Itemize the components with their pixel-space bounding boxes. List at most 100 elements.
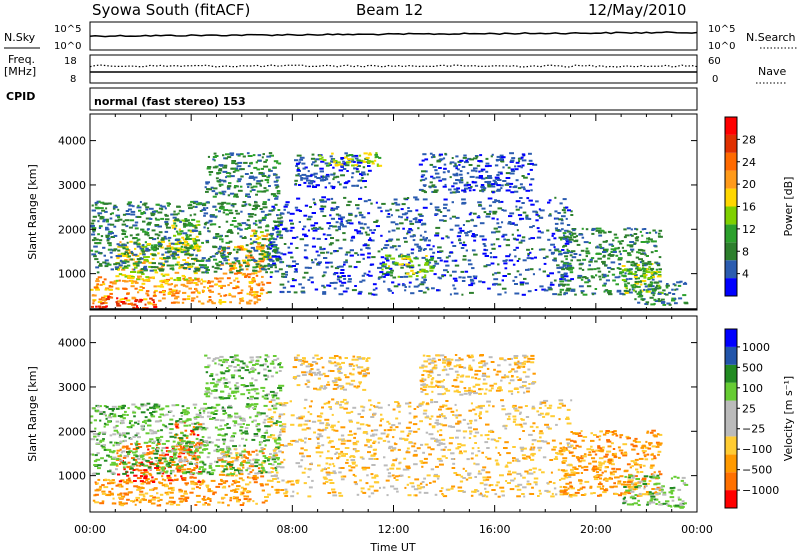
- range-cell: [252, 258, 256, 261]
- range-cell: [419, 215, 424, 217]
- range-cell: [160, 240, 165, 243]
- range-cell: [359, 173, 363, 176]
- range-cell: [249, 490, 252, 493]
- range-cell: [237, 423, 242, 426]
- range-cell: [166, 255, 171, 258]
- range-cell: [165, 493, 170, 496]
- range-cell: [248, 481, 252, 484]
- range-cell: [286, 211, 290, 214]
- range-cell: [266, 233, 271, 236]
- range-cell: [320, 227, 324, 230]
- range-cell: [367, 165, 371, 167]
- range-cell: [207, 488, 211, 491]
- range-cell: [227, 194, 231, 197]
- range-cell: [249, 291, 254, 294]
- range-cell: [454, 163, 457, 166]
- range-cell: [115, 443, 120, 446]
- range-cell: [410, 292, 415, 295]
- range-cell: [162, 274, 166, 277]
- range-cell: [387, 288, 391, 291]
- range-cell: [212, 378, 215, 381]
- range-cell: [496, 179, 502, 181]
- range-cell: [159, 285, 165, 288]
- range-cell: [185, 442, 188, 445]
- range-cell: [249, 382, 253, 385]
- range-cell: [525, 214, 529, 217]
- range-cell: [228, 452, 232, 455]
- range-cell: [532, 225, 535, 227]
- range-cell: [530, 257, 534, 260]
- range-cell: [220, 390, 225, 393]
- range-cell: [169, 491, 174, 494]
- range-cell: [116, 407, 120, 410]
- range-cell: [172, 440, 176, 443]
- range-cell: [469, 291, 474, 294]
- range-cell: [496, 283, 502, 286]
- range-cell: [648, 283, 653, 286]
- range-cell: [239, 493, 244, 496]
- range-cell: [250, 213, 255, 216]
- range-cell: [423, 191, 427, 194]
- range-cell: [255, 182, 261, 185]
- range-cell: [493, 282, 498, 285]
- range-cell: [275, 247, 280, 250]
- range-cell: [559, 278, 563, 281]
- range-cell: [243, 487, 247, 490]
- range-cell: [222, 409, 226, 412]
- range-cell: [233, 366, 237, 368]
- range-cell: [201, 257, 206, 260]
- range-cell: [259, 289, 265, 292]
- range-cell: [299, 156, 305, 159]
- range-cell: [231, 376, 235, 379]
- range-cell: [365, 156, 370, 159]
- range-cell: [390, 221, 396, 224]
- range-cell: [529, 183, 533, 186]
- range-cell: [410, 266, 414, 268]
- range-cell: [460, 247, 465, 249]
- range-cell: [591, 232, 595, 235]
- range-cell: [176, 465, 181, 468]
- range-cell: [645, 271, 651, 274]
- range-cell: [528, 152, 532, 155]
- range-cell: [133, 415, 136, 418]
- range-cell: [250, 186, 254, 189]
- range-cell: [650, 303, 655, 306]
- range-cell: [206, 167, 211, 170]
- range-cell: [113, 234, 118, 237]
- range-cell: [439, 259, 443, 262]
- range-cell: [143, 256, 147, 259]
- range-cell: [267, 198, 271, 201]
- range-cell: [107, 223, 112, 226]
- range-cell: [656, 284, 659, 287]
- range-cell: [142, 203, 146, 206]
- range-cell: [430, 156, 434, 159]
- range-cell: [596, 267, 601, 270]
- range-cell: [120, 504, 125, 507]
- range-cell: [228, 262, 233, 265]
- range-cell: [467, 157, 472, 160]
- range-cell: [337, 275, 340, 278]
- range-cell: [128, 252, 134, 254]
- range-cell: [562, 263, 567, 266]
- range-cell: [289, 229, 293, 232]
- range-cell: [194, 458, 199, 461]
- range-cell: [122, 220, 125, 223]
- range-cell: [203, 402, 207, 405]
- range-cell: [259, 253, 264, 256]
- range-cell: [275, 457, 280, 459]
- range-cell: [357, 179, 361, 182]
- range-cell: [150, 415, 156, 418]
- range-cell: [560, 274, 563, 277]
- range-cell: [369, 229, 373, 232]
- range-cell: [671, 297, 676, 300]
- range-cell: [575, 239, 579, 242]
- range-cell: [243, 248, 248, 251]
- range-cell: [259, 292, 264, 295]
- range-cell: [180, 242, 183, 245]
- range-cell: [214, 216, 217, 219]
- range-cell: [183, 424, 189, 427]
- range-cell: [101, 490, 106, 493]
- range-cell: [278, 268, 283, 271]
- range-cell: [368, 274, 373, 277]
- range-cell: [228, 269, 233, 272]
